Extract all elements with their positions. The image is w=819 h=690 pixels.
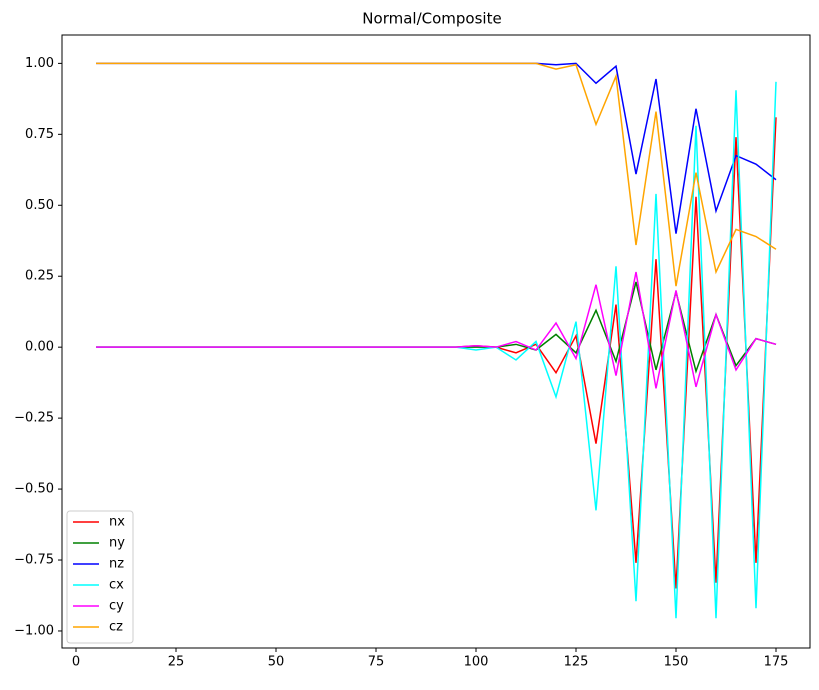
y-tick-label: −0.25 [14,411,54,426]
legend-label: cx [109,578,124,593]
chart-title: Normal/Composite [362,10,501,28]
x-tick-label: 175 [764,655,789,670]
y-tick-label: 0.00 [25,340,54,355]
x-tick-label: 75 [368,655,385,670]
x-tick-label: 25 [168,655,185,670]
series-line [96,81,777,619]
legend-label: ny [109,536,125,551]
x-tick-label: 0 [72,655,80,670]
x-tick-label: 125 [564,655,589,670]
y-tick-label: −1.00 [14,623,54,638]
plot-frame [61,34,811,649]
legend-label: cz [109,620,123,635]
series-line [96,271,777,389]
legend-box [66,510,134,644]
x-tick-label: 100 [464,655,489,670]
legend-label: nx [109,515,125,530]
x-tick-label: 50 [268,655,285,670]
series-line [96,62,777,234]
series-line [96,117,777,589]
x-tick-label: 150 [664,655,689,670]
series-line [96,281,777,374]
y-tick-label: −0.50 [14,482,54,497]
series-line [96,62,777,287]
y-tick-label: −0.75 [14,553,54,568]
y-tick-label: 0.75 [25,127,54,142]
legend-label: cy [109,599,124,614]
y-tick-label: 1.00 [25,56,54,71]
y-tick-label: 0.50 [25,198,54,213]
y-tick-label: 0.25 [25,269,54,284]
legend-label: nz [109,557,124,572]
